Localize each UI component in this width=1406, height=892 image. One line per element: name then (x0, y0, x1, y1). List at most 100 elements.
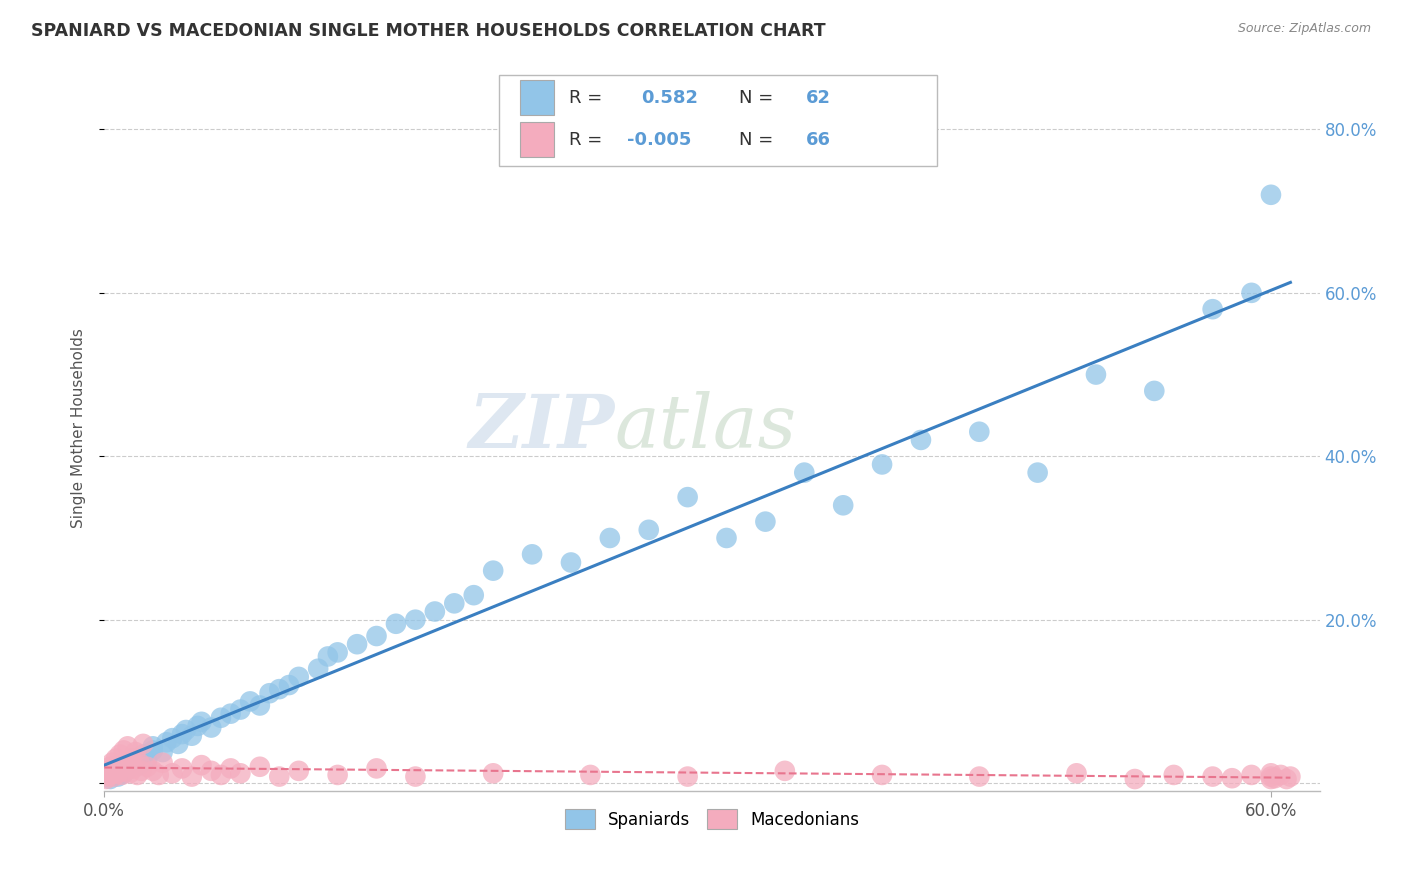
Point (249, 698, 271, 713)
Point (101, 766, 124, 780)
Point (676, 770, 699, 784)
Point (103, 770, 125, 784)
Point (98, 768, 121, 782)
Point (101, 756, 124, 770)
Point (832, 498, 855, 512)
Point (128, 758, 150, 772)
Point (239, 694, 262, 708)
Point (129, 764, 152, 778)
Point (326, 645, 349, 659)
Point (404, 770, 426, 784)
Point (136, 753, 159, 767)
Point (132, 747, 155, 762)
Point (482, 766, 505, 780)
Point (1084, 368, 1107, 382)
Point (482, 564, 505, 578)
Point (287, 670, 309, 684)
Point (1260, 772, 1282, 786)
Point (969, 425, 991, 439)
Point (229, 702, 252, 716)
Point (385, 616, 408, 631)
Text: R =: R = (568, 89, 602, 107)
Text: SPANIARD VS MACEDONIAN SINGLE MOTHER HOUSEHOLDS CORRELATION CHART: SPANIARD VS MACEDONIAN SINGLE MOTHER HOU… (31, 22, 825, 40)
Point (463, 588, 485, 602)
Point (180, 770, 202, 784)
Point (98, 772, 121, 786)
Bar (520, 122, 554, 157)
Y-axis label: Single Mother Households: Single Mother Households (72, 327, 86, 527)
Point (98, 760, 121, 774)
Point (200, 764, 222, 778)
Point (1143, 384, 1166, 398)
Point (1279, 770, 1302, 784)
Point (1240, 285, 1263, 300)
Text: 62: 62 (806, 89, 831, 107)
Point (121, 751, 143, 765)
Point (366, 761, 388, 775)
Point (793, 466, 815, 480)
Point (200, 721, 222, 735)
Point (219, 706, 242, 721)
Point (155, 735, 177, 749)
Point (326, 768, 349, 782)
Point (1260, 766, 1282, 780)
Point (969, 770, 991, 784)
Point (209, 711, 232, 725)
Point (167, 737, 190, 751)
Point (112, 760, 135, 774)
Point (170, 761, 193, 775)
Point (142, 764, 165, 778)
Text: ZIP: ZIP (468, 392, 614, 464)
Text: 66: 66 (806, 131, 831, 149)
Point (307, 662, 329, 676)
Point (122, 751, 145, 765)
Point (209, 768, 232, 782)
Point (1066, 766, 1088, 780)
Point (287, 764, 309, 778)
Point (870, 768, 893, 782)
Point (316, 649, 339, 664)
Bar (520, 80, 554, 115)
Point (107, 758, 129, 772)
Point (187, 719, 209, 733)
Point (122, 761, 145, 775)
Point (443, 596, 465, 610)
Point (1201, 302, 1223, 317)
Point (108, 747, 131, 762)
Point (773, 764, 796, 778)
Point (122, 756, 145, 770)
Point (117, 761, 139, 775)
FancyBboxPatch shape (499, 75, 936, 166)
Point (97, 770, 120, 784)
Point (1026, 466, 1049, 480)
Point (1264, 771, 1286, 785)
Point (637, 523, 659, 537)
Text: -0.005: -0.005 (627, 131, 692, 149)
Point (1220, 771, 1243, 785)
Point (107, 766, 129, 780)
Point (910, 433, 932, 447)
Point (112, 756, 135, 770)
Point (152, 745, 174, 759)
Point (219, 761, 242, 775)
Text: atlas: atlas (614, 392, 797, 464)
Point (269, 682, 291, 697)
Point (676, 490, 699, 504)
Text: N =: N = (738, 131, 773, 149)
Point (142, 743, 165, 757)
Point (103, 761, 125, 775)
Point (112, 766, 135, 780)
Point (112, 743, 135, 757)
Point (1270, 768, 1292, 782)
Point (107, 770, 129, 784)
Point (142, 739, 165, 754)
Point (229, 766, 252, 780)
Point (127, 768, 149, 782)
Point (162, 731, 184, 746)
Point (148, 768, 170, 782)
Point (152, 756, 174, 770)
Point (870, 458, 893, 472)
Point (1260, 187, 1282, 202)
Point (190, 714, 212, 729)
Point (132, 737, 155, 751)
